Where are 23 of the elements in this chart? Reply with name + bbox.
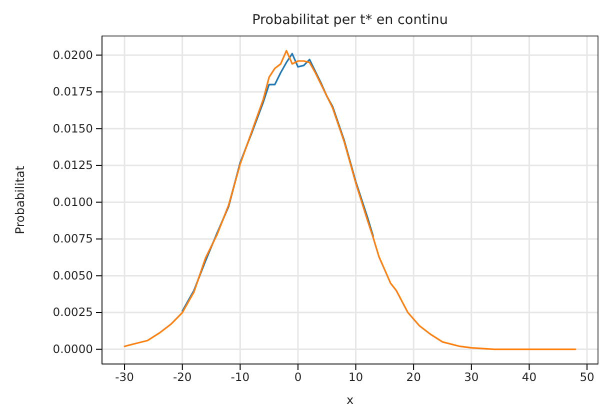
y-tick-label: 0.0050: [52, 268, 93, 282]
y-tick-label: 0.0200: [52, 48, 93, 62]
y-tick-label: 0.0025: [52, 305, 93, 320]
x-tick-label: 40: [522, 370, 537, 384]
line-series: [124, 50, 576, 350]
chart-title: Probabilitat per t* en continu: [252, 12, 448, 28]
x-tick-label: 0: [294, 370, 302, 384]
x-tick-label: 10: [348, 370, 364, 384]
y-tick-label: 0.0000: [52, 342, 93, 356]
line-series: [182, 52, 374, 312]
y-tick-label: 0.0100: [52, 194, 93, 209]
y-tick-label: 0.0125: [52, 158, 93, 172]
x-tick-label: -30: [115, 370, 134, 384]
y-axis-title: Probabilitat: [13, 166, 27, 234]
x-tick-label: 20: [406, 370, 421, 384]
y-tick-label: 0.0075: [52, 232, 93, 246]
x-axis-title: x: [346, 393, 354, 407]
x-tick-label: 30: [464, 370, 479, 384]
x-tick-label: -10: [230, 370, 250, 384]
y-tick-label: 0.0150: [52, 121, 93, 136]
x-tick-label: -20: [172, 370, 192, 384]
y-tick-label: 0.0175: [52, 84, 93, 99]
x-tick-label: 50: [580, 370, 594, 384]
